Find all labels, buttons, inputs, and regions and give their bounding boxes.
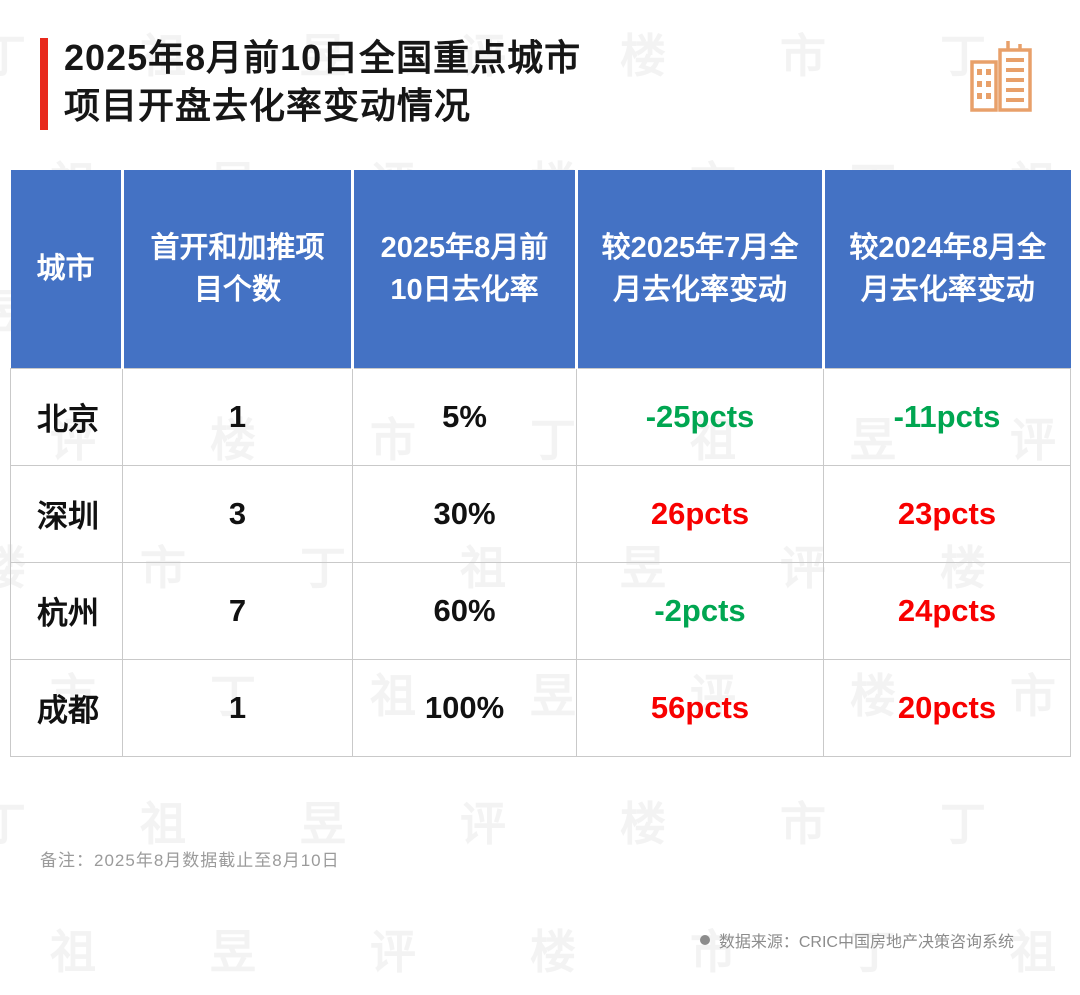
cell-city: 杭州 [10,561,123,660]
table-body: 北京 1 5% -25pcts -11pcts 深圳 3 30% 26pcts … [10,367,1071,757]
table-row-hangzhou: 杭州 7 60% -2pcts 24pcts [10,561,1071,660]
header: 2025年8月前10日全国重点城市 项目开盘去化率变动情况 [40,34,1040,130]
header-project-count: 首开和加推项目个数 [122,170,354,368]
watermark-glyph: 丁 [0,30,26,82]
header-vs-july: 较2025年7月全月去化率变动 [576,170,825,368]
buildings-icon [964,36,1040,121]
page-title-line1: 2025年8月前10日全国重点城市 [64,37,582,78]
cell-rate: 60% [352,561,577,660]
cell-count: 1 [122,658,353,757]
table-row-shenzhen: 深圳 3 30% 26pcts 23pcts [10,464,1071,563]
cell-vs-last-aug: 24pcts [823,561,1071,660]
table-container: 城市 首开和加推项目个数 2025年8月前10日去化率 较2025年7月全月去化… [10,170,1071,757]
watermark-glyph: 昱 [300,798,346,850]
table-header: 城市 首开和加推项目个数 2025年8月前10日去化率 较2025年7月全月去化… [10,170,1071,368]
cell-rate: 30% [352,464,577,563]
watermark-glyph: 评 [460,798,506,850]
header-vs-last-aug: 较2024年8月全月去化率变动 [823,170,1071,368]
cell-vs-last-aug: 20pcts [823,658,1071,757]
watermark-glyph: 昱 [210,926,256,978]
cell-count: 1 [122,367,353,466]
header-city: 城市 [10,170,124,368]
page-title-line2: 项目开盘去化率变动情况 [64,85,472,126]
cell-vs-last-aug: 23pcts [823,464,1071,563]
cell-rate: 100% [352,658,577,757]
cell-count: 7 [122,561,353,660]
cell-vs-last-aug: -11pcts [823,367,1071,466]
data-source: 数据来源：CRIC中国房地产决策咨询系统 [699,928,1014,952]
table-row-chengdu: 成都 1 100% 56pcts 20pcts [10,658,1071,757]
page-title: 2025年8月前10日全国重点城市 项目开盘去化率变动情况 [64,34,581,130]
cell-rate: 5% [352,367,577,466]
cell-city: 成都 [10,658,123,757]
watermark-glyph: 丁 [940,798,986,850]
cell-vs-july: 26pcts [576,464,824,563]
bullet-icon [699,935,710,945]
data-table: 城市 首开和加推项目个数 2025年8月前10日去化率 较2025年7月全月去化… [10,170,1071,757]
cell-city: 深圳 [10,464,123,563]
table-row-beijing: 北京 1 5% -25pcts -11pcts [10,367,1071,466]
watermark-glyph: 评 [370,926,416,978]
cell-count: 3 [122,464,353,563]
data-source-text: 数据来源：CRIC中国房地产决策咨询系统 [718,934,1014,951]
footnote: 备注：2025年8月数据截止至8月10日 [40,851,340,870]
watermark-glyph: 祖 [140,798,186,850]
watermark-glyph: 楼 [620,798,666,850]
watermark-glyph: 市 [780,798,826,850]
cell-vs-july: -25pcts [576,367,824,466]
watermark-glyph: 楼 [530,926,576,978]
cell-vs-july: 56pcts [576,658,824,757]
cell-city: 北京 [10,367,123,466]
cell-vs-july: -2pcts [576,561,824,660]
watermark-glyph: 丁 [0,798,26,850]
title-accent-bar [40,38,48,130]
header-absorption-rate: 2025年8月前10日去化率 [352,170,578,368]
watermark-glyph: 祖 [50,926,96,978]
watermark-glyph: 祖 [1010,926,1056,978]
